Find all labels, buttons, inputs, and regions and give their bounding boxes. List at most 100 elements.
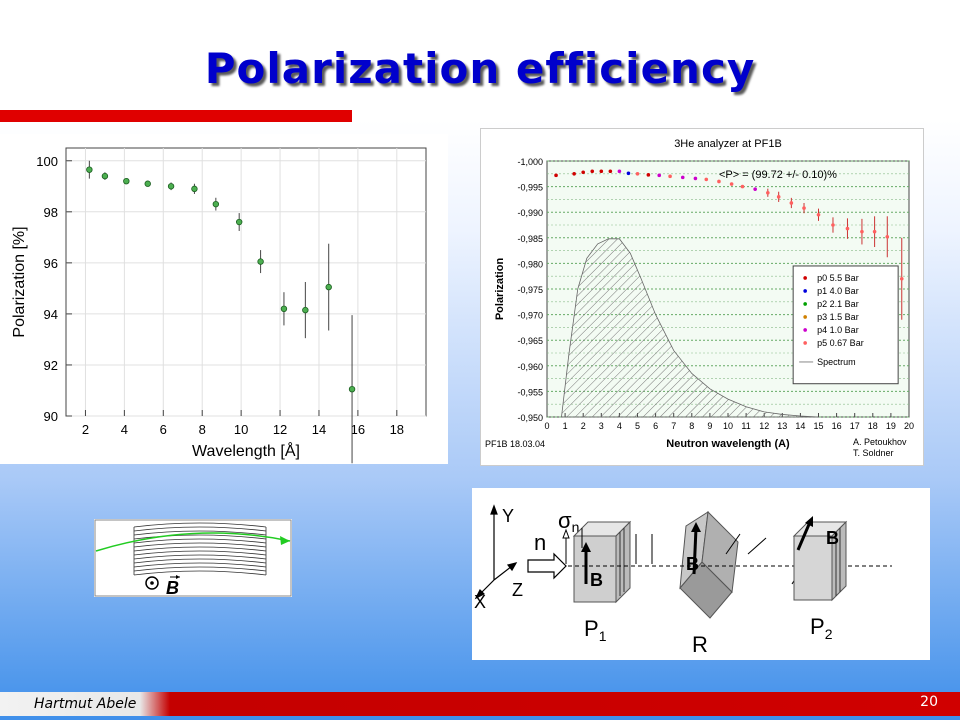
- y-tick-label: -0,990: [517, 208, 543, 218]
- y-tick-label: 98: [44, 205, 58, 220]
- data-point: [845, 226, 850, 231]
- x-tick-label: 4: [617, 421, 622, 431]
- x-axis-label: Neutron wavelength (A): [666, 438, 790, 450]
- x-tick-label: 2: [581, 421, 586, 431]
- x-tick-label: 16: [832, 421, 842, 431]
- x-tick-label: 18: [390, 422, 404, 437]
- data-point: [860, 229, 864, 234]
- x-tick-label: 12: [759, 421, 769, 431]
- data-point: [885, 234, 890, 239]
- polarization-wavelength-chart: 90 92 94 96 98 100 2 4 6 8 10 12 14 16 18 Wavelength [Å…: [11, 147, 427, 464]
- y-axis-label: Y: [502, 506, 514, 526]
- y-tick-label: 90: [44, 409, 58, 424]
- legend-marker: [803, 315, 807, 319]
- guide-sketch-panel: B: [94, 519, 292, 598]
- data-point: [680, 175, 685, 180]
- svg-text:B: B: [590, 570, 603, 590]
- legend-label: p1 4.0 Bar: [817, 286, 859, 296]
- y-tick-label: -0,975: [517, 285, 543, 295]
- coordinate-axes: [474, 504, 518, 600]
- beam-arrow-icon: [527, 552, 567, 580]
- r-label: R: [692, 632, 708, 657]
- x-tick-label: 15: [813, 421, 823, 431]
- y-tick-label: -0,965: [517, 336, 543, 346]
- data-point: [704, 177, 709, 182]
- legend-marker: [803, 341, 807, 345]
- chart-title: 3He analyzer at PF1B: [674, 138, 782, 150]
- legend-box: [792, 265, 899, 385]
- data-point: [789, 201, 794, 205]
- data-point: [635, 172, 640, 176]
- spectrum-area: [561, 238, 819, 418]
- legend-marker: [803, 276, 807, 280]
- data-point: [776, 195, 781, 199]
- x-tick-label: 12: [273, 422, 287, 437]
- field-b-label: B: [166, 578, 179, 597]
- x-tick-label: 8: [689, 421, 694, 431]
- data-point: [831, 223, 835, 227]
- data-point: [590, 169, 595, 174]
- p1-label: P1: [584, 616, 607, 644]
- y-tick-label: -0,995: [517, 183, 543, 193]
- x-tick-label: 1: [563, 421, 568, 431]
- chart-footer-author: A. Petoukhov: [853, 437, 907, 447]
- data-point: [753, 187, 757, 191]
- slide-title: Polarization efficiency: [204, 44, 756, 93]
- data-point: [123, 177, 130, 185]
- data-point: [899, 276, 904, 281]
- x-tick-label: 2: [82, 422, 89, 437]
- analyzer-chart-panel: -1,000 -0,995 -0,990 -0,985 -0,980 -0,975 -0,9…: [480, 128, 924, 466]
- spin-arrows-in: [562, 528, 583, 564]
- x-tick-label: 17: [850, 421, 860, 431]
- data-point: [257, 258, 264, 265]
- data-point: [599, 169, 604, 174]
- data-point: [617, 169, 622, 174]
- legend-label: p0 5.5 Bar: [817, 273, 859, 283]
- setup-diagram-panel: Y X Z σn n B B: [472, 488, 930, 660]
- z-axis-label: Z: [512, 580, 523, 600]
- x-tick-label: 5: [635, 421, 640, 431]
- x-tick-label: 0: [544, 421, 549, 431]
- neutron-label: n: [534, 530, 546, 555]
- data-point: [86, 166, 93, 173]
- x-tick-label: 8: [199, 422, 206, 437]
- data-point: [348, 385, 356, 393]
- data-point: [325, 283, 332, 291]
- x-axis-label: Wavelength [Å]: [192, 441, 300, 460]
- x-axis-label: X: [474, 592, 486, 612]
- sigma-label: σn: [558, 508, 579, 535]
- x-tick-label: 14: [795, 421, 805, 431]
- x-tick-label: 9: [707, 421, 712, 431]
- data-point: [872, 229, 877, 234]
- y-tick-label: -0,960: [517, 362, 543, 372]
- vector-arrowhead: [176, 575, 180, 579]
- x-tick-label: 20: [904, 421, 914, 431]
- x-tick-label: 7: [671, 421, 676, 431]
- mean-polarization-annotation: <P> = (99.72 +/- 0.10)%: [719, 169, 837, 181]
- footer-page-number: 20: [920, 694, 938, 710]
- legend-label: p3 1.5 Bar: [817, 312, 859, 322]
- x-tick-label: 10: [723, 421, 733, 431]
- footer-bar: [0, 692, 960, 716]
- guide-sketch: B: [94, 519, 292, 598]
- x-tick-label: 16: [351, 422, 365, 437]
- legend-label: p5 0.67 Bar: [817, 338, 864, 348]
- svg-text:B: B: [686, 554, 699, 574]
- legend-label: p2 2.1 Bar: [817, 299, 859, 309]
- spin-rotator-r: B: [679, 510, 739, 619]
- data-point: [581, 170, 585, 175]
- data-point: [572, 172, 576, 176]
- y-tick-label: -0,950: [517, 413, 543, 423]
- polarizer-analyzer-diagram: Y X Z σn n B B: [474, 504, 892, 657]
- y-tick-label: -0,970: [517, 311, 543, 321]
- polarization-chart-panel: 90 92 94 96 98 100 2 4 6 8 10 12 14 16 18 Wavelength [Å…: [0, 134, 448, 464]
- legend-label: Spectrum: [817, 357, 856, 367]
- chart-footer-left: PF1B 18.03.04: [485, 439, 545, 449]
- data-point: [717, 179, 721, 184]
- y-tick-label: -0,985: [517, 234, 543, 244]
- polarizer-p1: B: [572, 520, 632, 604]
- x-tick-label: 13: [777, 421, 787, 431]
- beam-arrowhead: [280, 536, 290, 545]
- x-tick-label: 6: [160, 422, 167, 437]
- data-point: [740, 184, 745, 189]
